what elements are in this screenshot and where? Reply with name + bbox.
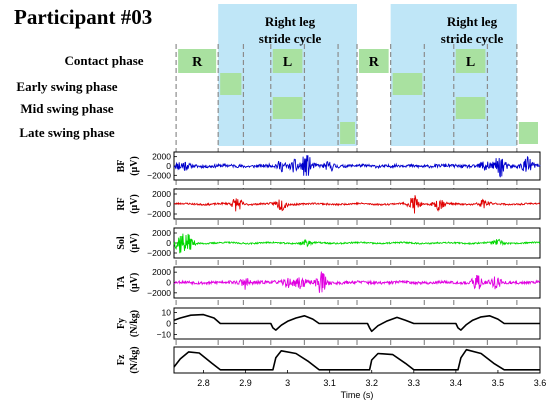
phase-block-4 (455, 49, 486, 73)
series-name-sol: Sol (116, 236, 127, 250)
x-tick-label: 3.2 (365, 378, 378, 388)
x-tick-label: 2.9 (239, 378, 252, 388)
y-tick-label: 2000 (152, 189, 171, 199)
phase-block-7 (272, 97, 303, 119)
chart-title: Participant #03 (14, 5, 152, 29)
phase-label-late-swing: Late swing phase (19, 125, 115, 140)
series-name-ta: TA (116, 275, 127, 289)
signal-bf (173, 155, 541, 178)
y-tick-label: 0 (166, 238, 171, 248)
y-tick-label: 0 (166, 319, 171, 329)
signal-sol (173, 233, 541, 254)
series-unit-sol: (μV) (129, 233, 140, 253)
phase-label-mid-swing: Mid swing phase (20, 101, 113, 116)
series-name-rf: RF (116, 197, 127, 210)
phase-block-label: L (466, 55, 475, 70)
series-unit-bf: (μV) (129, 156, 140, 176)
stride-cycle-background (218, 4, 517, 146)
y-tick-label: 2000 (152, 228, 171, 238)
x-tick-label: 3.6 (534, 378, 547, 388)
series-unit-fy: (N/kg) (129, 310, 140, 337)
signal-rf (173, 195, 541, 214)
x-tick-label: 2.8 (197, 378, 210, 388)
panel-frame (173, 346, 541, 374)
x-tick-label: 3.4 (450, 378, 463, 388)
stride-label-1-line1: Right leg (265, 14, 316, 29)
series-name-bf: BF (116, 160, 127, 173)
series-name-fy: Fy (116, 318, 127, 329)
phase-label-early-swing: Early swing phase (16, 79, 117, 94)
panel-fy: 10 0−10 Fy (N/kg) (116, 307, 541, 340)
series-unit-rf: (μV) (129, 194, 140, 214)
phase-block-9 (340, 122, 355, 144)
x-axis-label: Time (s) (341, 390, 374, 400)
y-tick-label: 0 (166, 278, 171, 288)
phase-block-2 (272, 49, 303, 73)
phase-block-label: R (369, 55, 380, 70)
x-tick-label: 3 (285, 378, 290, 388)
y-tick-label: −2000 (147, 209, 171, 219)
phase-block-8 (455, 97, 486, 119)
y-tick-label: 0 (166, 161, 171, 171)
y-tick-label: −2000 (147, 170, 171, 180)
phase-block-label: L (283, 55, 292, 70)
panel-fz: Fz (N/kg) (116, 346, 541, 374)
series-name-fz: Fz (116, 354, 127, 365)
signal-fz (173, 348, 540, 371)
y-tick-label: −2000 (147, 248, 171, 258)
x-tick-label: 3.1 (323, 378, 336, 388)
series-unit-fz: (N/kg) (129, 346, 140, 373)
time-axis: 2.8 2.9 3 3.1 3.2 3.3 3.4 3.5 3.6 Time (s) (197, 370, 546, 400)
y-tick-label: 2000 (152, 152, 171, 162)
stride-label-1-line2: stride cycle (259, 31, 322, 46)
phase-block-label: R (192, 55, 203, 70)
y-tick-label: 0 (166, 199, 171, 209)
y-tick-label: 2000 (152, 267, 171, 277)
phase-block-5 (220, 73, 242, 95)
series-unit-ta: (μV) (129, 273, 140, 293)
phase-block-10 (518, 122, 538, 144)
stride-label-2-line2: stride cycle (441, 31, 504, 46)
phase-label-contact: Contact phase (64, 53, 143, 68)
x-tick-label: 3.5 (492, 378, 505, 388)
signal-ta (173, 271, 541, 293)
y-tick-label: −2000 (147, 288, 171, 298)
signal-fy (173, 313, 540, 333)
phase-block-6 (392, 73, 423, 95)
y-tick-label: 10 (162, 307, 172, 317)
x-tick-label: 3.3 (408, 378, 421, 388)
y-tick-label: −10 (157, 330, 172, 340)
phase-block-1 (178, 49, 217, 73)
phase-block-3 (359, 49, 389, 73)
stride-label-2-line1: Right leg (447, 14, 498, 29)
